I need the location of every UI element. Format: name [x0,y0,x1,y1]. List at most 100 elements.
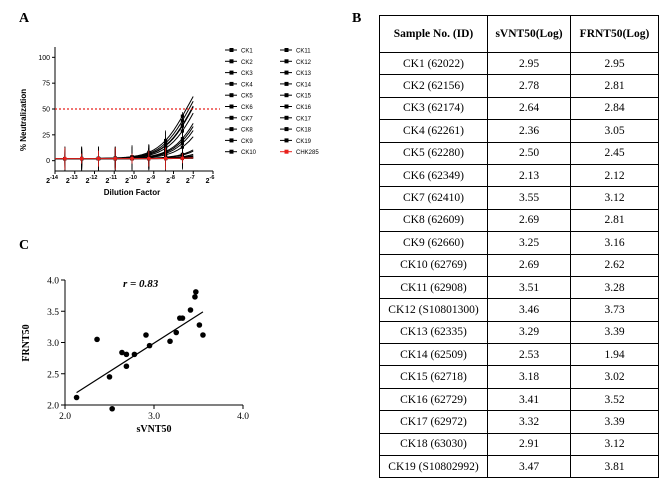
legend-marker [285,116,289,120]
legend-marker [285,150,289,154]
panel-letter-a: A [19,11,29,27]
panel-a-xtick-exponent: -10 [129,175,137,181]
panel-a-xtick-label: 2-9 [146,175,155,185]
legend-label: CK6 [241,105,253,111]
legend-marker [285,59,289,63]
legend-label: CK1 [241,49,253,55]
table-cell-sample: CK10 (62769) [380,254,488,276]
legend-marker [230,82,234,86]
panel-c-xtick-label: 4.0 [237,412,249,422]
panel-c-point [200,332,206,338]
panel-c-ytick-label: 2.5 [47,370,59,380]
panel-c-ylabel: FRNT50 [21,324,32,361]
panel-c-xtick-label: 2.0 [59,412,71,422]
legend-item-ck8: CK8 [225,127,253,134]
legend-marker [285,82,289,86]
panel-a-xlabel: Dilution Factor [104,188,160,197]
table-cell-frnt50: 1.94 [571,344,659,366]
panel-a-point [181,157,184,160]
legend-item-ck15: CK15 [280,93,312,100]
panel-c-point [173,330,179,336]
legend-item-ck11: CK11 [280,48,311,55]
table-cell-svnt50: 3.47 [488,456,571,478]
table-cell-sample: CK19 (S10802992) [380,456,488,478]
legend-item-ck6: CK6 [225,105,253,112]
legend-marker [285,105,289,109]
table-cell-frnt50: 3.73 [571,299,659,321]
legend-marker [285,48,289,52]
table-cell-sample: CK4 (62261) [380,120,488,142]
table-cell-frnt50: 2.12 [571,164,659,186]
table-cell-sample: CK8 (62609) [380,209,488,231]
table-cell-svnt50: 3.46 [488,299,571,321]
table-cell-frnt50: 3.39 [571,411,659,433]
table-cell-svnt50: 3.29 [488,321,571,343]
table-cell-sample: CK3 (62174) [380,97,488,119]
panel-letter-c: C [19,238,29,254]
table-cell-svnt50: 2.78 [488,75,571,97]
legend-label: CK14 [296,82,312,88]
table-header-row: Sample No. (ID) sVNT50(Log) FRNT50(Log) [380,16,659,53]
table-cell-svnt50: 2.36 [488,120,571,142]
table-cell-frnt50: 2.95 [571,53,659,75]
legend-marker [230,116,234,120]
legend-label: CK2 [241,60,253,66]
panel-a-xtick-exponent: -7 [190,175,195,181]
table-cell-frnt50: 3.39 [571,321,659,343]
panel-a-point [181,137,184,140]
panel-c-point [197,322,203,328]
panel-c-point [180,315,186,321]
panel-a-xtick-exponent: -11 [109,175,117,181]
legend-label: CK4 [241,82,253,88]
panel-c-point [132,352,138,358]
legend-label: CK5 [241,94,253,100]
legend-marker [230,71,234,75]
panel-letter-b: B [352,11,361,27]
panel-c-ytick-label: 3.5 [47,308,59,318]
panel-a-point [97,157,100,160]
legend-item-ck9: CK9 [225,138,253,145]
table-cell-frnt50: 2.81 [571,209,659,231]
panel-a-xtick-exponent: -12 [89,175,97,181]
panel-a-point [114,157,117,160]
legend-label: CK13 [296,71,312,77]
table-cell-frnt50: 3.16 [571,232,659,254]
legend-label: CK7 [241,116,253,122]
table-cell-svnt50: 2.50 [488,142,571,164]
table-cell-frnt50: 3.05 [571,120,659,142]
panel-c-point [147,343,153,349]
table-cell-sample: CK14 (62509) [380,344,488,366]
legend-label: CK12 [296,60,312,66]
panel-c-point [107,374,113,380]
table-cell-sample: CK18 (63030) [380,433,488,455]
legend-item-ck3: CK3 [225,71,253,78]
legend-item-ck13: CK13 [280,71,312,78]
legend-marker [285,138,289,142]
panel-a-xtick-label: 2-13 [66,175,78,185]
panel-c-point [74,395,80,401]
legend-label: CK16 [296,105,312,111]
table-cell-sample: CK2 (62156) [380,75,488,97]
table-cell-svnt50: 3.41 [488,388,571,410]
legend-marker [230,150,234,154]
table-header-sample: Sample No. (ID) [380,16,488,53]
panel-a-chart: % Neutralization Dilution Factor 0255075… [10,35,340,225]
table-cell-sample: CK1 (62022) [380,53,488,75]
legend-marker [230,138,234,142]
panel-a-ytick-label: 50 [42,107,50,114]
panel-a-ytick-label: 0 [46,158,50,165]
panel-a-ytick-label: 75 [42,81,50,88]
panel-a-xtick-exponent: -6 [210,175,215,181]
panel-a-xtick-label: 2-6 [206,175,215,185]
legend-item-ck17: CK17 [280,116,312,123]
table-cell-svnt50: 3.25 [488,232,571,254]
legend-label: CK15 [296,94,312,100]
table-cell-svnt50: 2.53 [488,344,571,366]
panel-c-xlabel: sVNT50 [136,424,171,435]
